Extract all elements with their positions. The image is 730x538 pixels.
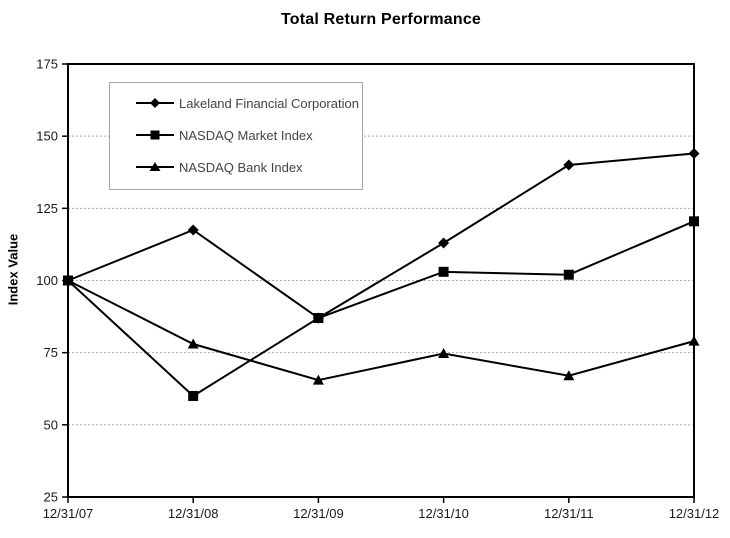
legend-label-nasdaq-market: NASDAQ Market Index xyxy=(179,127,313,143)
legend: Lakeland Financial Corporation NASDAQ Ma… xyxy=(109,82,363,190)
y-tick-label: 100 xyxy=(36,273,58,288)
y-tick-label: 25 xyxy=(44,490,58,505)
data-point-marker-triangle xyxy=(688,335,700,346)
x-tick-label: 12/31/10 xyxy=(418,506,469,521)
series-line-square xyxy=(67,220,695,398)
y-tick-label: 50 xyxy=(44,417,58,432)
data-point-marker-diamond xyxy=(688,147,700,159)
legend-item-nasdaq-market: NASDAQ Market Index xyxy=(136,124,362,146)
y-tick-label: 125 xyxy=(36,201,58,216)
series-line-diamond xyxy=(67,152,695,320)
x-tick-label: 12/31/11 xyxy=(544,506,594,521)
data-point-marker-square xyxy=(689,216,699,227)
diamond-marker-icon xyxy=(136,98,174,108)
x-tick-label: 12/31/07 xyxy=(43,506,94,521)
x-tick-label: 12/31/12 xyxy=(669,506,720,521)
data-point-marker-triangle xyxy=(563,370,575,381)
data-point-marker-square xyxy=(313,313,324,324)
data-point-marker-square xyxy=(188,390,199,401)
data-point-marker-diamond xyxy=(187,224,199,236)
data-point-marker-triangle xyxy=(187,338,199,349)
data-point-marker-triangle xyxy=(312,374,324,385)
triangle-marker-icon xyxy=(136,162,174,171)
chart-title: Total Return Performance xyxy=(280,11,482,28)
data-point-marker-square xyxy=(563,269,574,280)
x-tick-label: 12/31/09 xyxy=(293,506,344,521)
y-tick-label: 175 xyxy=(36,57,58,72)
data-point-marker-triangle xyxy=(438,348,450,359)
legend-label-nasdaq-bank: NASDAQ Bank Index xyxy=(179,159,303,175)
data-point-marker-square xyxy=(438,266,449,277)
data-point-marker-square xyxy=(63,275,73,286)
x-tick-label: 12/31/08 xyxy=(168,506,219,521)
legend-item-nasdaq-bank: NASDAQ Bank Index xyxy=(136,156,362,178)
square-marker-icon xyxy=(136,130,174,140)
legend-label-lakeland: Lakeland Financial Corporation xyxy=(179,95,359,111)
legend-item-lakeland: Lakeland Financial Corporation xyxy=(136,92,362,114)
data-point-marker-diamond xyxy=(438,237,450,249)
y-tick-label: 150 xyxy=(36,129,58,144)
data-point-marker-diamond xyxy=(563,159,575,171)
y-tick-label: 75 xyxy=(44,345,58,360)
series-line-triangle xyxy=(67,279,695,382)
